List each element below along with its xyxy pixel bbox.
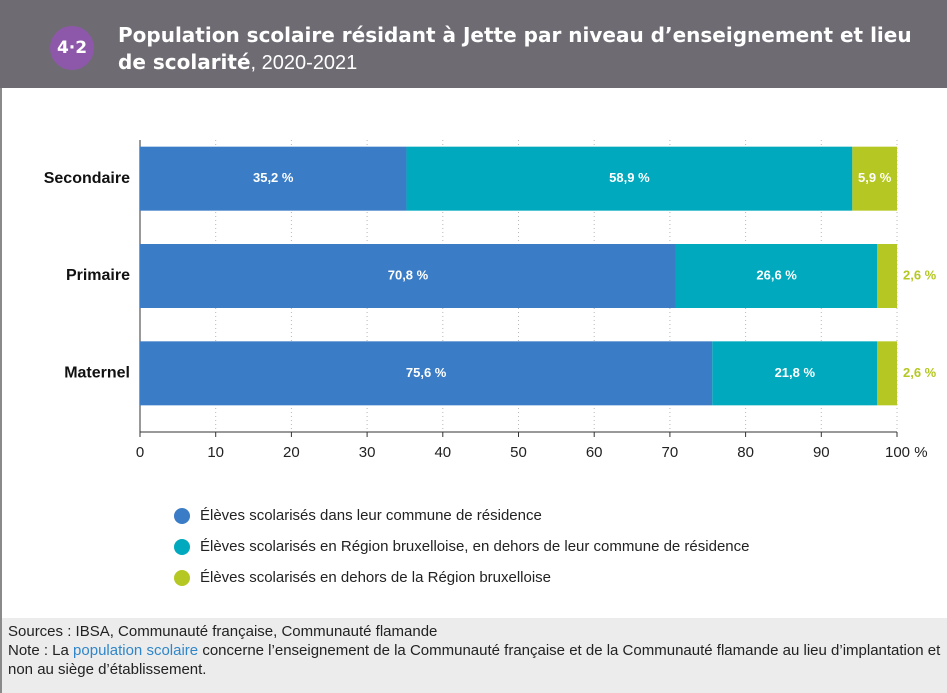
x-tick-label: 60 — [586, 444, 603, 461]
category-label: Secondaire — [44, 170, 130, 187]
x-tick-label: 70 — [662, 444, 679, 461]
value-label: 26,6 % — [756, 267, 797, 282]
bar-segment — [140, 244, 676, 308]
sources: Sources : IBSA, Communauté française, Co… — [8, 623, 438, 640]
footer: Sources : IBSA, Communauté française, Co… — [2, 618, 947, 693]
legend-label: Élèves scolarisés en dehors de la Région… — [200, 569, 551, 586]
bar-segment — [877, 244, 897, 308]
chart-title: Population scolaire résidant à Jette par… — [118, 22, 938, 77]
note-suffix: concerne l’enseignement de la Communauté… — [8, 642, 941, 678]
bar-segment — [406, 146, 853, 211]
subtitle: , 2020-2021 — [250, 52, 358, 74]
bar-segment — [140, 146, 407, 211]
x-tick-label: 20 — [283, 444, 300, 461]
note: Note : La population scolaire concerne l… — [8, 641, 947, 679]
category-label: Primaire — [66, 267, 130, 284]
value-label: 70,8 % — [388, 267, 429, 282]
value-label: 5,9 % — [858, 170, 892, 185]
legend-swatch — [174, 508, 190, 524]
note-prefix: Note : La — [8, 642, 69, 659]
title-text: Population scolaire résidant à Jette par… — [118, 23, 912, 74]
legend-label: Élèves scolarisés dans leur commune de r… — [200, 507, 542, 524]
x-tick-label: 30 — [359, 444, 376, 461]
x-tick-label: 10 — [207, 444, 224, 461]
x-tick-label: 50 — [510, 444, 527, 461]
legend-swatch — [174, 539, 190, 555]
value-label: 21,8 % — [775, 365, 816, 380]
x-tick-label: 0 — [136, 444, 144, 461]
value-label: 2,6 % — [903, 267, 937, 282]
figure-badge: 4·2 — [50, 26, 94, 70]
x-tick-label: 80 — [737, 444, 754, 461]
value-label: 75,6 % — [406, 365, 447, 380]
chart: 0 10 20 30 40 50 60 70 80 90 100 % Secondaire 35,2 %… — [44, 140, 937, 586]
category-label: Maternel — [64, 365, 130, 382]
bar-segment — [877, 341, 897, 406]
legend-swatch — [174, 570, 190, 586]
bar-segment — [675, 244, 878, 308]
value-label: 35,2 % — [253, 170, 294, 185]
x-tick-label: 100 % — [885, 444, 928, 461]
x-tick-label: 40 — [434, 444, 451, 461]
bar-segment — [712, 341, 878, 406]
value-label: 58,9 % — [609, 170, 650, 185]
header: 4·2 Population scolaire résidant à Jette… — [0, 0, 947, 88]
x-tick-label: 90 — [813, 444, 830, 461]
bar-segment — [852, 146, 897, 211]
value-label: 2,6 % — [903, 365, 937, 380]
bar-segment — [140, 341, 713, 406]
legend-label: Élèves scolarisés en Région bruxelloise,… — [200, 538, 749, 555]
note-link[interactable]: population scolaire — [73, 642, 199, 659]
